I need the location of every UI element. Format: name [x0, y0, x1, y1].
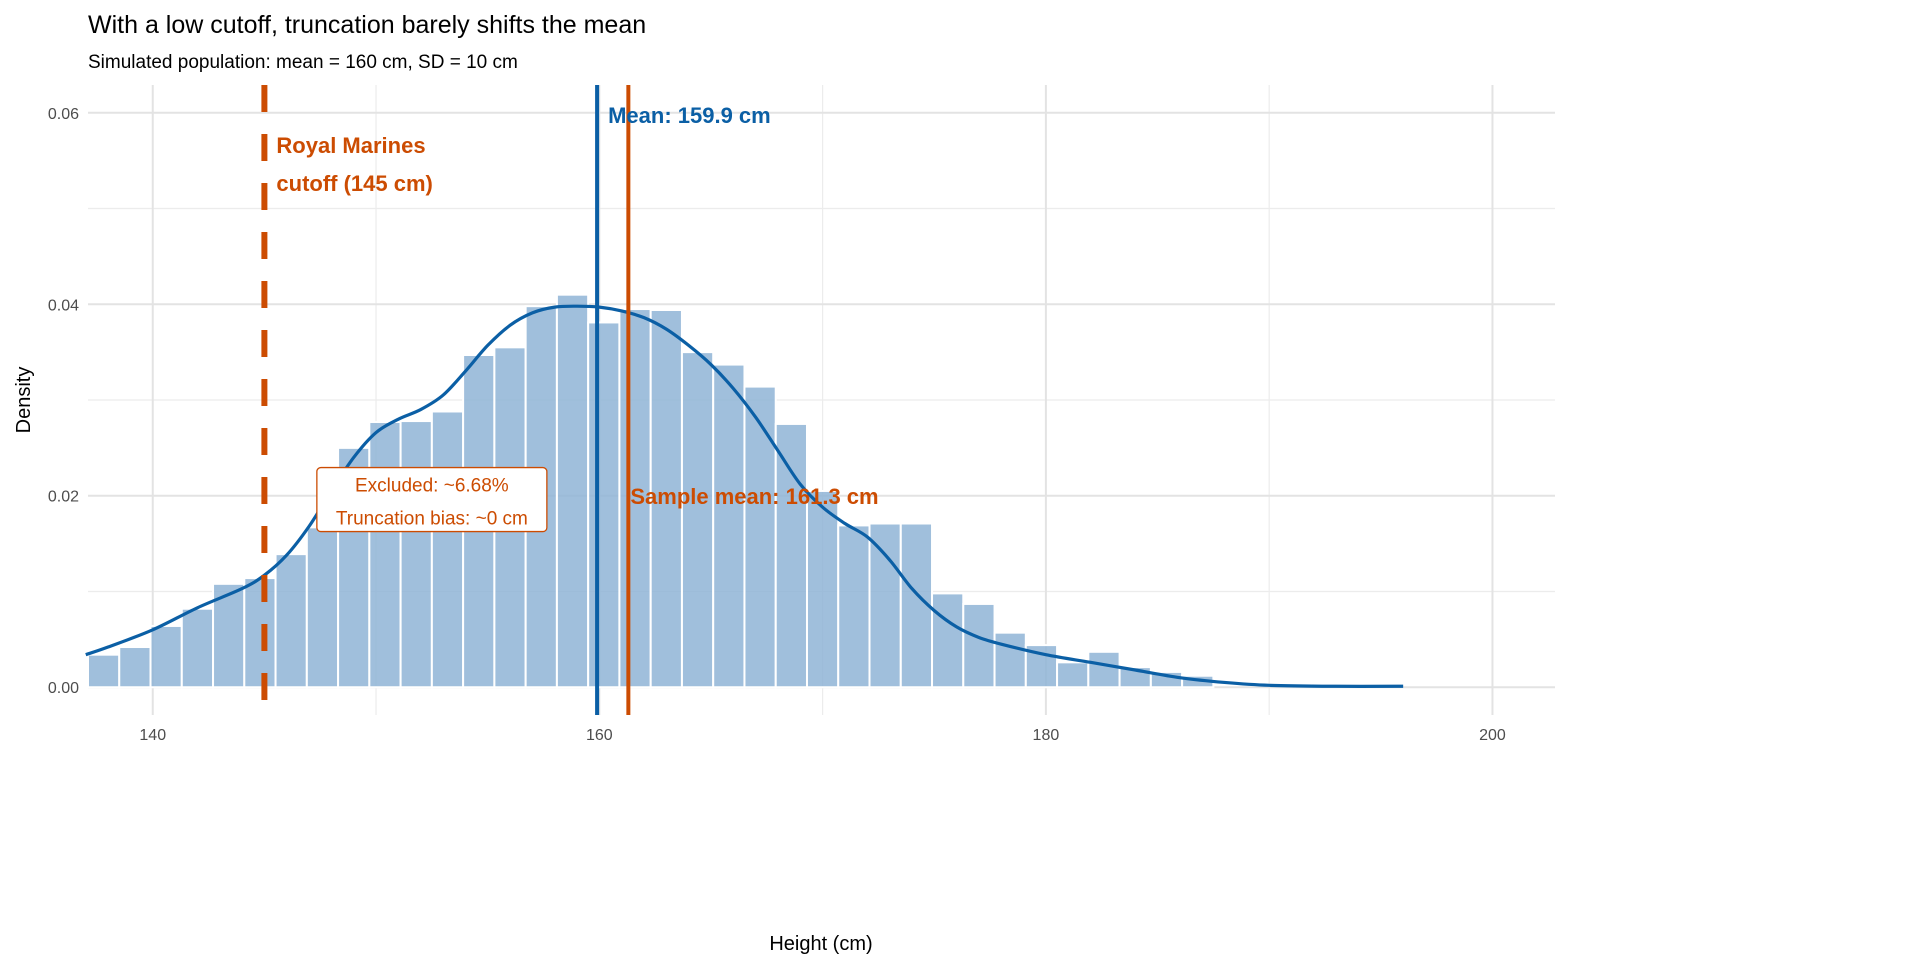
annotation-text: Truncation bias: ~0 cm — [336, 509, 528, 530]
histogram-bar — [993, 631, 1027, 689]
histogram-bar — [618, 308, 652, 689]
histogram-bar — [712, 363, 746, 689]
x-axis-label: Height (cm) — [769, 933, 872, 955]
histogram-bar — [805, 489, 840, 689]
chart-title: With a low cutoff, truncation barely shi… — [88, 11, 646, 39]
annotation-text: Excluded: ~6.68% — [355, 476, 509, 497]
mean-label: Mean: 159.9 cm — [608, 103, 771, 128]
axis-ticks: 140 160 180 200 0.00 0.02 0.04 0.06 — [48, 106, 1506, 744]
y-tick-label: 0.02 — [48, 489, 79, 506]
histogram-bar — [399, 420, 433, 689]
histogram-bars — [87, 293, 1215, 689]
histogram-bar — [868, 522, 902, 689]
x-tick-label: 140 — [139, 727, 166, 744]
y-tick-label: 0.06 — [48, 106, 79, 123]
cutoff-label: cutoff (145 cm) — [276, 171, 432, 196]
histogram-bar — [837, 524, 871, 689]
histogram-bar — [368, 421, 402, 689]
y-tick-label: 0.04 — [48, 297, 79, 314]
y-axis-label: Density — [13, 367, 35, 434]
histogram-bar — [430, 410, 465, 689]
reference-lines: Royal Marines cutoff (145 cm) Mean: 159.9 … — [261, 85, 879, 715]
histogram-bar — [555, 293, 590, 689]
histogram-bar — [962, 602, 996, 689]
chart-subtitle: Simulated population: mean = 160 cm, SD … — [88, 52, 518, 73]
histogram-bar — [774, 422, 808, 689]
y-tick-label: 0.00 — [48, 680, 79, 697]
cutoff-label: Royal Marines — [276, 133, 425, 158]
sample-mean-label: Sample mean: 161.3 cm — [630, 484, 878, 509]
histogram-bar — [118, 646, 152, 689]
histogram-bar — [680, 351, 715, 689]
histogram-bar — [305, 526, 340, 689]
histogram-bar — [149, 624, 183, 689]
histogram-bar — [243, 577, 277, 689]
histogram-bar — [1056, 661, 1090, 689]
histogram-bar — [180, 607, 215, 689]
histogram-bar — [87, 653, 121, 689]
x-tick-label: 160 — [586, 727, 613, 744]
annotation-box — [316, 466, 548, 533]
histogram-bar — [587, 321, 621, 689]
x-tick-label: 200 — [1479, 727, 1506, 744]
histogram-bar — [743, 385, 777, 689]
histogram-bar — [1087, 650, 1121, 689]
histogram-bar — [931, 592, 965, 689]
histogram-bar — [274, 553, 308, 689]
x-tick-label: 180 — [1033, 727, 1060, 744]
